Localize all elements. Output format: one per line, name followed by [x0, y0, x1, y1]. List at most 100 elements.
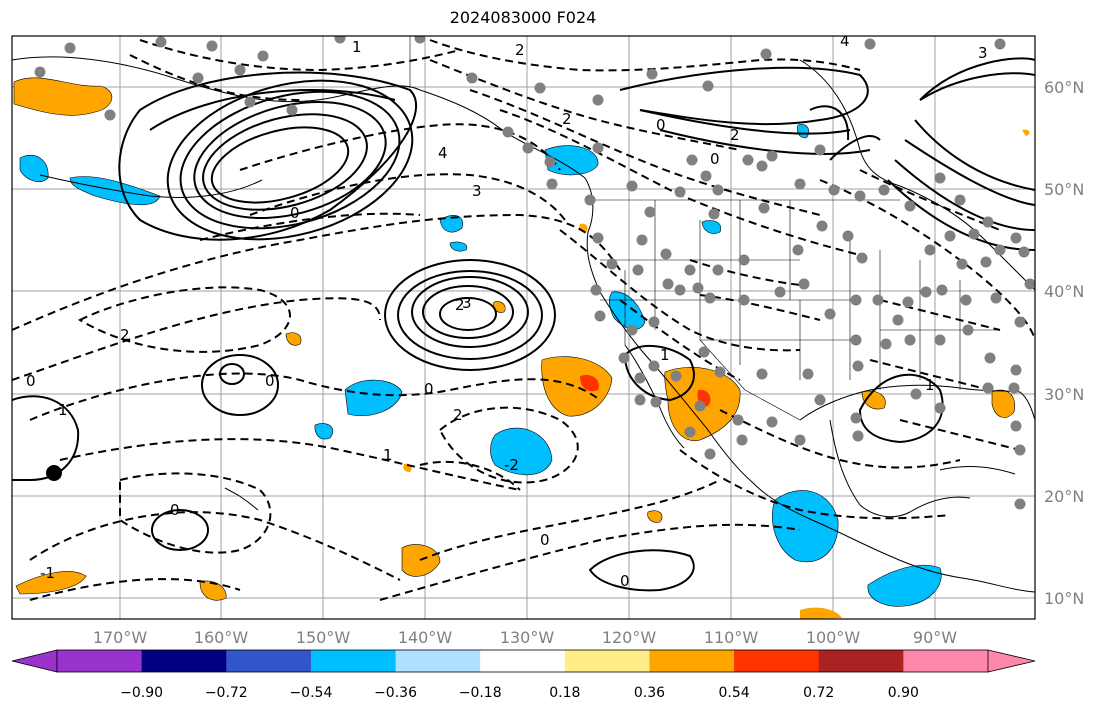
colorbar-segment — [903, 650, 989, 672]
map-background — [12, 36, 1035, 619]
stipple-point — [968, 228, 980, 240]
longitude-tick-labels: 170°W 160°W 150°W 140°W 130°W 120°W 110°W 100°W… — [93, 628, 957, 647]
coast-hudson — [799, 59, 901, 187]
stipple-point — [828, 184, 840, 196]
stipple-point — [1010, 420, 1022, 432]
colorbar-segment — [480, 650, 566, 672]
stipple-point — [902, 296, 914, 308]
stipple-point — [592, 142, 604, 154]
colorbar-segment — [734, 650, 820, 672]
stipple-point — [684, 264, 696, 276]
stipple-point — [798, 278, 810, 290]
colorbar-labels: −0.90 −0.72 −0.54 −0.36 −0.18 0.18 0.36 0.54 0.7… — [120, 685, 919, 701]
stipple-point — [756, 160, 768, 172]
stipple-point — [982, 382, 994, 394]
stipple-point — [944, 230, 956, 242]
colorbar-level-label: 0.72 — [803, 685, 834, 701]
colorbar-extend-low — [11, 649, 58, 673]
stipple-point — [534, 82, 546, 94]
patch-orange-sw1 — [199, 580, 227, 601]
contour-label: 3 — [978, 44, 988, 62]
stipple-point — [1014, 444, 1026, 456]
colorbar-segment — [57, 650, 143, 672]
stipple-point — [850, 294, 862, 306]
contour-labels: 2 3 0 2 1 -2 0 0 0 0 0 1 2 -1 3 4 0 2 0 … — [26, 36, 988, 590]
contour-label: 1 — [58, 401, 68, 419]
stipple-point — [502, 126, 514, 138]
patch-cyan-bc — [544, 145, 599, 176]
stipple-point — [850, 334, 862, 346]
stipple-point — [662, 278, 674, 290]
contour-label: 0 — [26, 372, 36, 390]
stipple-point — [544, 156, 556, 168]
stipple-point — [660, 248, 672, 260]
stipple-point — [546, 178, 558, 190]
colorbar-level-label: 0.90 — [888, 685, 919, 701]
stipple-point — [670, 370, 682, 382]
stipple-point — [854, 190, 866, 202]
contour-label: 2 — [453, 406, 463, 424]
stipple-point — [704, 292, 716, 304]
stipple-point — [1014, 316, 1026, 328]
stipple-point — [646, 68, 658, 80]
stipple-points — [34, 36, 1035, 510]
contour-label: 0 — [170, 501, 180, 519]
stipple-point — [650, 396, 662, 408]
stipple-point — [634, 394, 646, 406]
stipple-point — [694, 400, 706, 412]
stipple-point — [644, 206, 656, 218]
stipple-point — [692, 282, 704, 294]
stipple-point — [954, 194, 966, 206]
stipple-point — [206, 40, 218, 52]
coast-mexico-gulf — [829, 419, 971, 518]
stipple-point — [34, 66, 46, 78]
stipple-point — [878, 184, 890, 196]
stipple-point — [802, 368, 814, 380]
contour-label: 0 — [710, 150, 720, 168]
stipple-point — [904, 200, 916, 212]
latitude-tick-label: 20°N — [1044, 487, 1084, 506]
contour-label: 2 — [515, 41, 525, 59]
coast-canada-east — [899, 185, 1035, 291]
stipple-point — [1018, 246, 1030, 258]
colorbar-level-label: 0.36 — [634, 685, 665, 701]
patch-red-baja — [580, 374, 599, 392]
patch-orange-small4 — [800, 607, 842, 619]
stipple-point — [674, 186, 686, 198]
stipple-point — [636, 234, 648, 246]
latitude-tick-label: 40°N — [1044, 282, 1084, 301]
stipple-point — [244, 96, 256, 108]
stipple-point — [824, 308, 836, 320]
longitude-tick-label: 130°W — [500, 628, 555, 647]
stipple-point — [104, 109, 116, 121]
stipple-point — [732, 414, 744, 426]
stipple-point — [982, 216, 994, 228]
patch-cyan-small1 — [439, 215, 463, 233]
colorbar-segment — [818, 650, 904, 672]
stipple-point — [980, 256, 992, 268]
colorbar-segment — [564, 650, 650, 672]
patch-orange-small5 — [1022, 129, 1030, 136]
colorbar-segment — [649, 650, 735, 672]
stipple-point — [742, 154, 754, 166]
contour-label: 2 — [455, 296, 465, 314]
contour-label: 4 — [438, 144, 448, 162]
stipple-point — [155, 36, 167, 48]
stipple-point — [1008, 382, 1020, 394]
contour-label: 0 — [265, 372, 275, 390]
stipple-point — [852, 430, 864, 442]
patch-cyan-mid2 — [314, 423, 334, 440]
longitude-tick-label: 160°W — [194, 628, 249, 647]
coast-cuba — [939, 466, 1016, 475]
stipple-point — [850, 412, 862, 424]
stipple-point — [758, 202, 770, 214]
stipple-point — [626, 180, 638, 192]
patch-cyan-small2 — [449, 241, 468, 252]
colorbar-level-label: −0.72 — [205, 685, 248, 701]
stipple-point — [700, 170, 712, 182]
coast-baja — [624, 344, 685, 449]
contour-label: 1 — [352, 38, 362, 56]
colorbar-segment — [141, 650, 227, 672]
stipple-point — [522, 142, 534, 154]
